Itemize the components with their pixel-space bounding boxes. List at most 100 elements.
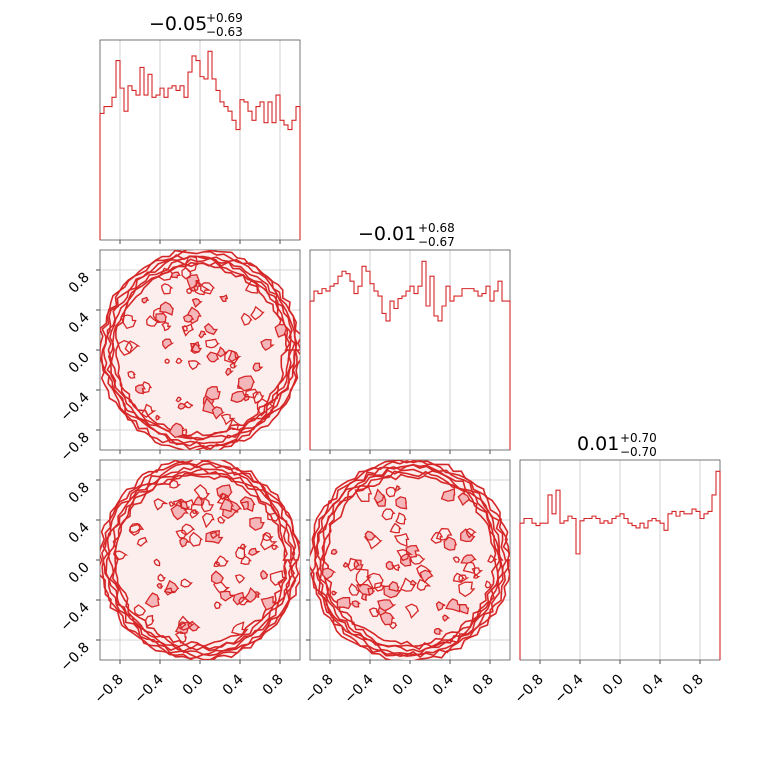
contour-blob-3-1-47	[213, 560, 221, 568]
contour-blob-3-2-51	[321, 567, 337, 580]
contour-blob-2-1-41	[187, 360, 202, 371]
contour-blob-2-1-60	[244, 388, 260, 399]
ytick-label-2-4: 0.8	[66, 270, 93, 297]
contour-ring-3-2-3	[315, 464, 504, 656]
contour-blob-3-2-40	[404, 603, 420, 619]
contour-blob-3-1-7	[248, 547, 261, 556]
contour-blob-2-1-45	[204, 386, 221, 401]
contour-blob-2-1-62	[175, 357, 183, 365]
title-param-1-median: −0.05	[149, 13, 207, 35]
contour-3-1	[100, 460, 300, 660]
contour-blob-3-2-38	[389, 522, 402, 534]
contour-blob-3-2-68	[442, 614, 451, 622]
contour-blob-3-1-52	[219, 498, 235, 513]
contour-blob-2-1-42	[146, 315, 161, 327]
contour-blob-2-1-18	[191, 343, 203, 353]
contour-blob-3-1-64	[153, 498, 169, 511]
contour-blob-2-1-38	[171, 271, 181, 279]
contour-blob-3-2-64	[395, 512, 407, 525]
contour-blob-3-2-66	[440, 487, 456, 502]
contour-blob-2-1-53	[168, 422, 185, 439]
contour-blob-3-2-2	[416, 578, 432, 592]
contour-blob-2-1-52	[230, 390, 248, 403]
contour-blob-2-1-61	[181, 267, 192, 280]
contour-blob-2-1-25	[155, 313, 168, 323]
contour-blob-3-2-29	[395, 496, 408, 510]
xtick-label-3-1: −0.4	[551, 671, 586, 706]
contour-blob-2-1-4	[219, 294, 229, 302]
contour-blob-3-2-56	[396, 549, 413, 562]
contour-blob-3-2-62	[458, 574, 470, 583]
ytick-label-2-2: 0.0	[66, 350, 93, 377]
contour-blob-3-1-40	[129, 523, 145, 536]
contour-blob-3-1-13	[179, 621, 187, 630]
title-param-1-lower: −0.63	[206, 25, 243, 39]
contour-blob-3-2-5	[471, 567, 484, 578]
contour-blob-3-2-31	[487, 554, 498, 564]
contour-blob-3-2-13	[458, 581, 476, 598]
contour-blob-3-2-69	[460, 554, 477, 564]
contour-blob-3-2-50	[457, 492, 471, 507]
contour-ring-2-1-6	[114, 261, 290, 437]
contour-ring-3-1-2	[102, 462, 299, 659]
contour-blob-2-1-8	[274, 323, 288, 338]
title-param-1: −0.05 +0.69 −0.63	[149, 11, 243, 39]
contour-blob-3-2-18	[331, 590, 338, 596]
contour-blob-3-2-6	[393, 533, 410, 548]
xtick-label-3-3: 0.4	[640, 671, 667, 698]
contour-blob-3-1-29	[201, 512, 215, 529]
contour-blob-3-1-43	[177, 615, 195, 631]
contour-blob-3-2-35	[473, 573, 481, 579]
histogram-2-2	[309, 260, 511, 450]
contour-ring-2-1-3	[106, 255, 296, 445]
contour-blob-3-2-41	[410, 579, 417, 586]
histogram-3-3	[519, 470, 721, 660]
xtick-label-3-2: 0.0	[600, 672, 627, 699]
contour-blob-3-1-49	[200, 497, 215, 513]
contour-blob-2-1-20	[206, 351, 220, 363]
contour-blob-3-1-41	[169, 479, 182, 489]
contour-blob-3-1-58	[209, 531, 220, 540]
contour-blob-2-1-40	[117, 339, 134, 356]
contour-blob-3-1-37	[156, 583, 164, 590]
contour-blob-3-2-0	[433, 628, 444, 635]
contour-blob-2-1-44	[252, 362, 264, 372]
contour-blob-2-1-57	[161, 322, 172, 332]
contour-blob-3-2-11	[356, 583, 375, 596]
contour-blob-3-1-39	[189, 531, 204, 547]
contour-blob-3-1-15	[163, 579, 180, 594]
contour-blob-3-2-39	[452, 556, 461, 563]
title-param-3-upper: +0.70	[620, 431, 657, 445]
contour-blob-2-1-36	[158, 267, 175, 281]
contour-blob-2-1-1	[141, 296, 150, 304]
contour-blob-3-2-24	[360, 593, 368, 601]
contour-blob-2-1-63	[256, 397, 276, 417]
xtick-label-1-0: −0.8	[91, 672, 126, 707]
contour-blob-2-1-29	[237, 375, 256, 392]
contour-blob-3-2-67	[348, 583, 361, 596]
contour-blob-3-1-17	[231, 621, 249, 636]
contour-blob-3-1-20	[269, 570, 287, 586]
xtick-label-2-0: −0.8	[301, 672, 336, 707]
contour-blob-2-1-37	[191, 298, 203, 309]
contour-blob-3-2-49	[373, 488, 386, 504]
contour-blob-3-2-45	[392, 563, 401, 572]
histogram-1-1	[99, 50, 301, 240]
contour-blob-3-1-63	[239, 543, 247, 550]
contour-blob-3-1-57	[235, 546, 246, 560]
contour-blob-3-1-0	[267, 512, 281, 522]
contour-blob-3-2-1	[452, 572, 465, 584]
contour-blob-2-1-47	[260, 338, 275, 352]
contour-blob-2-1-22	[155, 414, 162, 421]
contour-blob-3-1-66	[260, 532, 278, 551]
xtick-label-2-4: 0.8	[470, 672, 497, 699]
contour-blob-3-2-52	[363, 536, 383, 550]
contour-blob-3-1-35	[164, 587, 176, 596]
contour-blob-3-1-42	[144, 592, 161, 608]
ytick-label-3-0: −0.8	[57, 640, 92, 675]
title-param-3-lower: −0.70	[620, 445, 657, 459]
contour-ring-3-1-4	[107, 468, 293, 652]
contour-blob-3-2-54	[430, 531, 444, 544]
contour-blob-3-1-51	[214, 601, 223, 610]
